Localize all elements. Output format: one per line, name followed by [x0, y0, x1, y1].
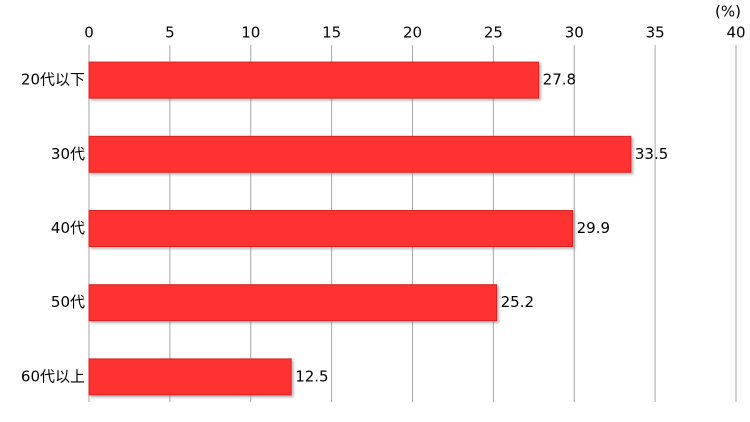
y-tick-label: 60代以上 [21, 367, 85, 385]
y-tick-label: 40代 [51, 219, 85, 237]
value-label: 25.2 [501, 293, 534, 311]
bar [88, 61, 540, 99]
bar [88, 358, 292, 396]
x-tick-label: 10 [241, 24, 260, 42]
x-tick-label: 0 [84, 24, 94, 42]
value-label: 33.5 [635, 145, 668, 163]
x-tick-label: 30 [565, 24, 584, 42]
y-tick-label: 50代 [51, 293, 85, 311]
bar [88, 284, 498, 322]
x-tick-label: 5 [165, 24, 175, 42]
y-tick-label: 30代 [51, 145, 85, 163]
bar [88, 135, 632, 173]
value-label: 12.5 [295, 367, 328, 385]
x-tick-label: 40 [726, 24, 745, 42]
bar [88, 210, 574, 247]
x-unit-label: (%) [715, 3, 741, 21]
value-label: 29.9 [577, 219, 610, 237]
x-tick-label: 15 [322, 24, 341, 42]
x-tick-label: 20 [403, 24, 422, 42]
y-tick-label: 20代以下 [21, 71, 85, 89]
x-tick-label: 35 [646, 24, 665, 42]
x-tick-label: 25 [484, 24, 503, 42]
value-label: 27.8 [543, 71, 576, 89]
